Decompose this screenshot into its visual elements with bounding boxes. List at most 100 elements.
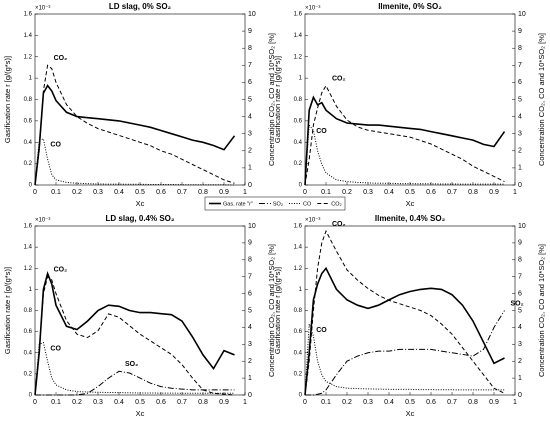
y2-axis-label: Concentration CO₂, CO and 10*SO₂ [%]: [537, 33, 546, 166]
x-tick-label: 0.4: [384, 189, 394, 196]
x-tick-label: 0.4: [114, 399, 124, 406]
multiplier: ×10⁻³: [305, 6, 320, 12]
x-axis-label: Xc: [136, 199, 145, 208]
y-axis-label: Gasification rate r [g/(g*s)]: [273, 267, 282, 354]
x-tick-label: 0.2: [72, 399, 82, 406]
x-tick-label: 0.7: [447, 399, 457, 406]
x-tick-label: 0.1: [51, 399, 61, 406]
series-line: [304, 95, 506, 186]
x-tick-label: 0.7: [177, 189, 187, 196]
panel-title: LD slag, 0.4% SO₂: [106, 214, 175, 223]
series-line: [304, 123, 505, 186]
x-tick-label: 0.6: [156, 189, 166, 196]
x-tick-label: 0.3: [363, 189, 373, 196]
x-tick-label: 0.6: [426, 399, 436, 406]
legend-box: [204, 196, 346, 211]
panel-title: LD slag, 0% SO₂: [109, 2, 172, 11]
y2-tick-label: 3: [518, 341, 522, 348]
x-tick-label: 1: [243, 399, 247, 406]
y2-tick-label: 10: [248, 223, 256, 230]
y-tick-label: 1.4: [294, 245, 303, 251]
x-tick-label: 0.2: [342, 399, 352, 406]
y-tick-label: 1: [29, 76, 33, 82]
series-annotation: CO₂: [54, 55, 68, 62]
y-axis-label: Gasification rate r [g/(g*s)]: [3, 56, 12, 143]
y2-tick-label: 4: [518, 324, 522, 331]
x-tick-label: 0.7: [177, 399, 187, 406]
y2-tick-label: 9: [248, 28, 252, 35]
y2-tick-label: 8: [518, 45, 522, 52]
y2-tick-label: 9: [518, 240, 522, 247]
y-axis-label: Gasification rate r [g/(g*s)]: [3, 267, 12, 354]
multiplier: ×10⁻³: [305, 218, 320, 224]
y2-tick-label: 3: [518, 131, 522, 138]
x-tick-label: 0.1: [321, 399, 331, 406]
y-tick-label: 0.8: [294, 308, 303, 314]
x-tick-label: 0.5: [405, 399, 415, 406]
x-tick-label: 0.8: [468, 189, 478, 196]
series-line: [35, 370, 235, 396]
x-axis-label: Xc: [406, 409, 415, 418]
y2-tick-label: 2: [248, 148, 252, 155]
y2-tick-label: 7: [518, 62, 522, 69]
y2-tick-label: 8: [248, 45, 252, 52]
y2-tick-label: 0: [248, 182, 252, 189]
x-tick-label: 1: [513, 189, 517, 196]
y2-tick-label: 6: [248, 79, 252, 86]
series-line: [34, 84, 236, 186]
x-tick-label: 0: [33, 189, 37, 196]
y-tick-label: 0: [299, 393, 303, 399]
panel-title: Ilmenite, 0.4% SO₂: [375, 214, 446, 223]
y-tick-label: 0: [29, 183, 33, 189]
plot-frame: [304, 13, 516, 186]
series-line: [34, 341, 235, 396]
x-tick-label: 0.3: [363, 399, 373, 406]
y-tick-label: 0.4: [294, 140, 303, 146]
x-tick-label: 0.9: [489, 399, 499, 406]
y2-tick-label: 6: [518, 290, 522, 297]
y-tick-label: 0: [299, 183, 303, 189]
y2-tick-label: 4: [518, 113, 522, 120]
y-tick-label: 0.2: [24, 161, 33, 167]
y2-tick-label: 5: [248, 307, 252, 314]
x-tick-label: 0.8: [468, 399, 478, 406]
y2-tick-label: 5: [518, 96, 522, 103]
y-tick-label: 1: [299, 76, 303, 82]
x-tick-label: 0.9: [489, 189, 499, 196]
series-line: [304, 229, 505, 396]
y-tick-label: 0.4: [24, 350, 33, 356]
x-tick-label: 0.5: [135, 399, 145, 406]
legend-label: SO₂: [273, 201, 283, 207]
y-tick-label: 0.6: [24, 329, 33, 335]
y2-tick-label: 0: [518, 392, 522, 399]
y-tick-label: 0.6: [294, 118, 303, 124]
y2-tick-label: 3: [248, 131, 252, 138]
y2-tick-label: 0: [248, 392, 252, 399]
series-line: [34, 64, 235, 186]
x-tick-label: 0.5: [135, 189, 145, 196]
y2-tick-label: 4: [248, 324, 252, 331]
series-line: [34, 270, 235, 396]
y2-axis-label: Concentration CO₂, CO and 10*SO₂ [%]: [267, 33, 276, 166]
x-axis-label: Xc: [136, 409, 145, 418]
y2-tick-label: 1: [518, 375, 522, 382]
y-tick-label: 1.2: [294, 266, 303, 272]
series-line: [304, 323, 505, 396]
series-line: [304, 266, 505, 396]
x-tick-label: 0: [303, 399, 307, 406]
series-annotation: CO₂: [332, 76, 346, 83]
x-tick-label: 0.8: [198, 399, 208, 406]
y2-tick-label: 1: [518, 165, 522, 172]
y-tick-label: 1.4: [24, 33, 33, 39]
y-tick-label: 1: [299, 287, 303, 293]
y2-tick-label: 1: [248, 375, 252, 382]
series-annotation: CO: [50, 345, 61, 352]
y2-tick-label: 9: [248, 240, 252, 247]
series-annotation: SO₂: [511, 300, 524, 307]
y2-tick-label: 9: [518, 28, 522, 35]
x-tick-label: 0.9: [219, 189, 229, 196]
y-tick-label: 1.4: [24, 245, 33, 251]
legend-label: CO₂: [331, 201, 341, 207]
series-annotation: CO: [316, 128, 327, 135]
